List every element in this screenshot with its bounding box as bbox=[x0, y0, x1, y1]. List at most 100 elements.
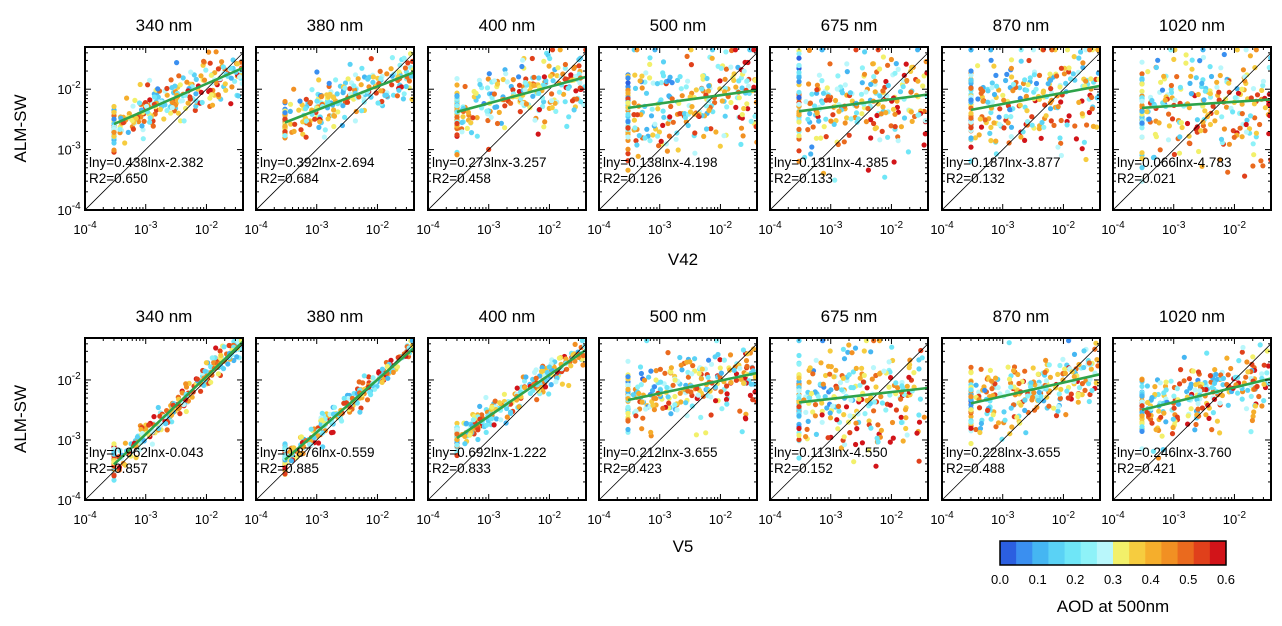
data-point bbox=[1073, 136, 1079, 142]
data-point bbox=[1178, 367, 1184, 373]
data-point bbox=[176, 405, 182, 412]
data-point bbox=[401, 91, 407, 97]
data-point bbox=[1243, 47, 1249, 53]
data-point bbox=[536, 388, 542, 394]
data-point bbox=[1022, 407, 1028, 413]
data-point bbox=[1024, 87, 1030, 93]
data-point bbox=[117, 447, 123, 454]
data-point bbox=[368, 56, 374, 62]
x-tick-label: 10-4 bbox=[587, 510, 611, 527]
data-point bbox=[1198, 128, 1204, 134]
data-point bbox=[541, 99, 547, 105]
data-point bbox=[887, 402, 894, 408]
data-point bbox=[737, 365, 743, 371]
data-point bbox=[1217, 157, 1223, 163]
data-point bbox=[111, 133, 117, 139]
data-point bbox=[1220, 375, 1227, 381]
one-to-one-line bbox=[1113, 343, 1271, 500]
data-point bbox=[853, 441, 859, 448]
data-point bbox=[1008, 114, 1014, 120]
data-point bbox=[721, 133, 727, 139]
data-point bbox=[796, 148, 802, 154]
data-point bbox=[854, 426, 860, 432]
data-point bbox=[864, 385, 870, 391]
data-point bbox=[731, 71, 737, 77]
data-point bbox=[1235, 90, 1242, 96]
data-point bbox=[968, 72, 974, 78]
data-point bbox=[568, 72, 574, 78]
data-point bbox=[821, 124, 827, 130]
data-point bbox=[678, 362, 684, 368]
data-point bbox=[643, 406, 649, 412]
data-point bbox=[727, 367, 733, 373]
data-point bbox=[394, 364, 401, 370]
r-squared: R2=0.133 bbox=[774, 171, 833, 186]
data-point bbox=[1230, 109, 1236, 115]
data-point bbox=[571, 65, 577, 71]
data-point bbox=[1247, 53, 1253, 59]
data-point bbox=[625, 96, 631, 102]
data-point bbox=[111, 451, 117, 457]
data-point bbox=[299, 102, 305, 108]
data-point bbox=[723, 396, 730, 403]
scatter-points bbox=[111, 49, 243, 155]
data-point bbox=[1207, 64, 1213, 70]
data-point bbox=[321, 134, 327, 140]
data-point bbox=[689, 403, 695, 409]
data-point bbox=[879, 400, 886, 406]
data-point bbox=[908, 89, 914, 95]
data-point bbox=[498, 417, 504, 423]
data-point bbox=[569, 98, 576, 104]
data-point bbox=[818, 360, 824, 366]
data-point bbox=[806, 395, 812, 401]
data-point bbox=[796, 361, 802, 367]
data-point bbox=[169, 105, 175, 111]
data-point bbox=[1168, 378, 1174, 384]
data-point bbox=[1194, 117, 1200, 123]
data-point bbox=[1266, 131, 1271, 137]
fit-line bbox=[1141, 377, 1271, 412]
data-point bbox=[1163, 387, 1169, 393]
data-point bbox=[1195, 369, 1202, 375]
data-point bbox=[516, 404, 522, 410]
data-point bbox=[842, 82, 848, 88]
data-point bbox=[1017, 85, 1023, 91]
data-point bbox=[215, 371, 221, 377]
data-point bbox=[1079, 381, 1085, 387]
data-point bbox=[579, 338, 585, 344]
data-point bbox=[1146, 412, 1152, 418]
data-point bbox=[727, 352, 734, 358]
data-point bbox=[454, 452, 460, 459]
data-point bbox=[812, 413, 819, 419]
data-point bbox=[1086, 381, 1092, 387]
fit-equation: lny=0.066lnx-4.783 bbox=[1117, 155, 1231, 170]
data-point bbox=[1048, 77, 1054, 83]
data-point bbox=[307, 99, 314, 105]
data-point bbox=[819, 78, 825, 84]
data-point bbox=[1047, 106, 1054, 112]
data-point bbox=[535, 131, 541, 137]
data-point bbox=[1240, 344, 1246, 351]
data-point bbox=[850, 385, 857, 391]
data-point bbox=[968, 425, 974, 431]
data-point bbox=[682, 111, 688, 117]
data-point bbox=[848, 397, 854, 403]
data-point bbox=[1219, 114, 1225, 120]
data-point bbox=[375, 100, 381, 106]
data-point bbox=[151, 94, 158, 100]
data-point bbox=[636, 133, 642, 139]
data-point bbox=[820, 381, 826, 387]
data-point bbox=[1005, 364, 1011, 370]
data-point bbox=[1176, 150, 1183, 156]
data-point bbox=[666, 400, 672, 406]
data-point bbox=[218, 352, 224, 358]
data-point bbox=[830, 112, 836, 118]
data-point bbox=[1003, 77, 1009, 84]
data-point bbox=[501, 391, 507, 397]
data-point bbox=[1171, 393, 1177, 399]
data-point bbox=[317, 119, 323, 125]
data-point bbox=[1066, 65, 1072, 71]
